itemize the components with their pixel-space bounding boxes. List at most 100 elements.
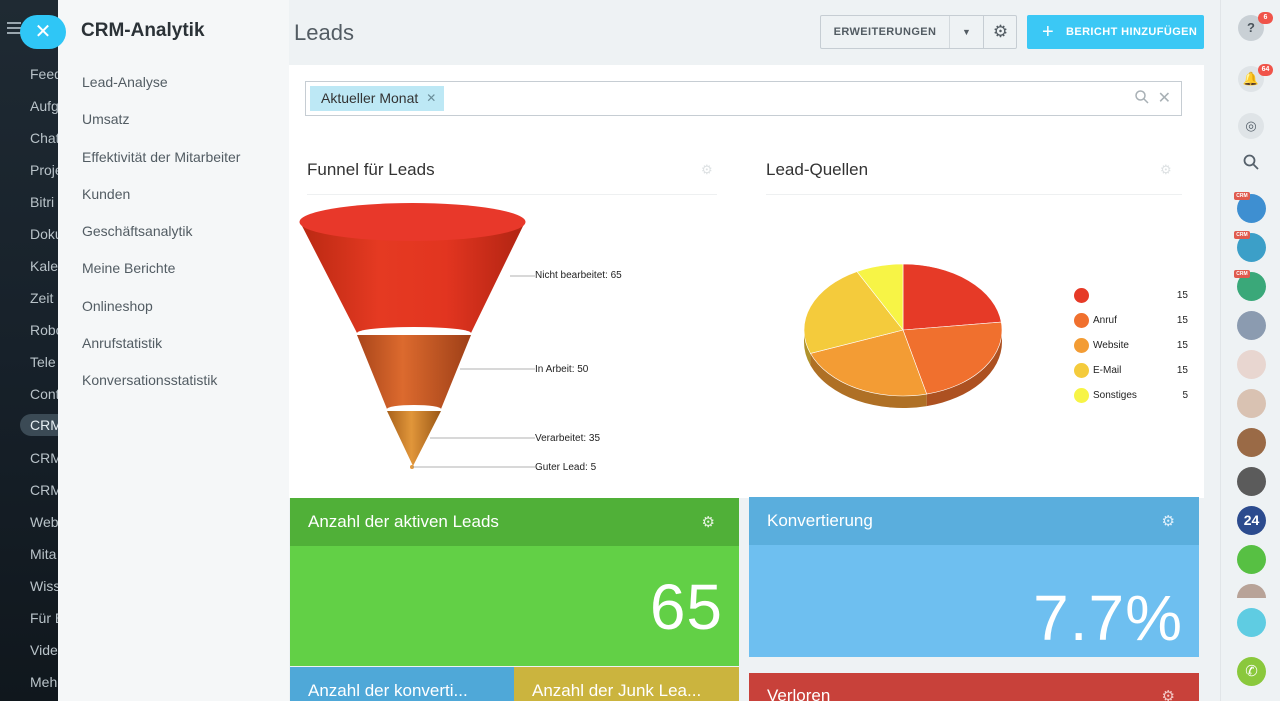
gear-icon[interactable]: ⚙ (1160, 162, 1172, 177)
tile-header (290, 498, 739, 546)
active-leads-tile[interactable]: Anzahl der aktiven Leads ⚙ 65 (290, 498, 739, 666)
funnel-segment-not-processed (300, 222, 525, 333)
nav-item-robots[interactable]: Robo (30, 322, 58, 338)
funnel-top (299, 203, 526, 241)
conversion-tile[interactable]: Konvertierung ⚙ 7.7% (749, 497, 1199, 657)
sidebar-item-employee-effectiveness[interactable]: Effektivität der Mitarbeiter (82, 148, 241, 165)
tile-title: Anzahl der konverti... (308, 681, 468, 700)
avatar[interactable] (1237, 389, 1266, 418)
telephony-icon[interactable] (1237, 608, 1266, 637)
legend-value: 15 (1176, 315, 1188, 326)
sidebar-item-business-analytics[interactable]: Geschäftsanalytik (82, 223, 193, 240)
add-report-label: BERICHT HINZUFÜGEN (1066, 26, 1198, 38)
crm-tag: CRM (1234, 231, 1250, 239)
crm-tag: CRM (1234, 270, 1250, 278)
sidebar-item-call-statistics[interactable]: Anrufstatistik (82, 335, 163, 352)
avatar[interactable] (1237, 545, 1266, 574)
nav-item-for[interactable]: Für E (30, 610, 58, 626)
gear-icon[interactable]: ⚙ (701, 514, 715, 531)
nav-item-more[interactable]: Meh (30, 674, 58, 690)
lost-tile[interactable]: Verloren ⚙ (749, 673, 1199, 701)
settings-button[interactable]: ⚙ (983, 16, 1017, 48)
converted-leads-tile[interactable]: Anzahl der konverti... (290, 667, 514, 701)
chat-icon[interactable]: ◎ (1238, 113, 1264, 139)
nav-item-websites[interactable]: Web (30, 514, 58, 530)
sidebar-item-my-reports[interactable]: Meine Berichte (82, 260, 176, 277)
sidebar-item-conversation-statistics[interactable]: Konversationsstatistik (82, 372, 218, 389)
nav-item-crm-active[interactable]: CRM (20, 414, 58, 436)
search-icon[interactable] (1238, 153, 1264, 179)
nav-item-telephony[interactable]: Tele (30, 354, 56, 370)
nav-item-documents[interactable]: Doku (30, 226, 58, 242)
gear-icon[interactable]: ⚙ (701, 162, 713, 177)
funnel-label: In Arbeit: 50 (535, 364, 589, 375)
avatar[interactable] (1237, 584, 1266, 598)
filter-chip[interactable]: Aktueller Monat ✕ (310, 86, 445, 111)
divider (307, 194, 717, 195)
legend-item: Website 15 (1074, 338, 1194, 354)
avatar-24[interactable]: 24 (1237, 506, 1266, 535)
legend-item: Anruf 15 (1074, 313, 1194, 329)
nav-item-crm[interactable]: CRM (30, 450, 58, 466)
clear-filter-icon[interactable]: ✕ (1157, 90, 1171, 107)
add-report-button[interactable]: + BERICHT HINZUFÜGEN (1027, 15, 1204, 49)
nav-item-projects[interactable]: Proje (30, 162, 58, 178)
legend-dot (1074, 388, 1089, 403)
funnel-widget-title: Funnel für Leads (307, 160, 435, 179)
tile-value: 7.7% (1033, 582, 1183, 654)
tile-header (749, 497, 1199, 545)
right-toolbar: ? 6 🔔 64 ◎ CRM CRM CRM 24 ✆ (1220, 0, 1280, 701)
tile-title: Konvertierung (767, 511, 873, 530)
pie-slice (809, 329, 928, 397)
pie-slice (803, 271, 904, 354)
main-navigation: Feed Aufg Chat Proje Bitri Doku Kale Zei… (0, 0, 58, 701)
sidebar-item-customers[interactable]: Kunden (82, 185, 131, 202)
nav-item-knowledge[interactable]: Wiss (30, 578, 58, 594)
avatar[interactable] (1237, 311, 1266, 340)
nav-item-time[interactable]: Zeit (30, 290, 54, 306)
sidebar-item-online-shop[interactable]: Onlineshop (82, 297, 153, 314)
gear-icon[interactable]: ⚙ (1161, 688, 1175, 701)
nav-item-chat[interactable]: Chat (30, 130, 58, 146)
nav-item-bitrix[interactable]: Bitri (30, 194, 55, 210)
legend-item: E-Mail 15 (1074, 363, 1194, 379)
funnel-chart (299, 203, 535, 469)
tile-title: Anzahl der aktiven Leads (308, 512, 499, 531)
chevron-down-icon: ▼ (962, 27, 971, 37)
filter-chip-label: Aktueller Monat (321, 90, 419, 106)
pie-slice (902, 263, 1002, 331)
sidebar-item-lead-analysis[interactable]: Lead-Analyse (82, 74, 168, 90)
nav-item-feed[interactable]: Feed (30, 66, 58, 82)
junk-leads-tile[interactable]: Anzahl der Junk Lea... (514, 667, 739, 701)
chip-remove-icon[interactable]: ✕ (426, 91, 437, 105)
notifications-badge: 64 (1258, 64, 1273, 76)
nav-item-calendar[interactable]: Kale (30, 258, 58, 274)
legend-dot (1074, 288, 1089, 303)
sidebar-item-revenue[interactable]: Umsatz (82, 111, 130, 128)
legend-name: Website (1093, 340, 1129, 351)
close-slider-button[interactable]: ✕ (20, 15, 66, 49)
funnel-label: Nicht bearbeitet: 65 (535, 270, 622, 281)
legend-dot (1074, 313, 1089, 328)
extensions-button[interactable]: ERWEITERUNGEN (833, 26, 937, 38)
extensions-dropdown-button[interactable]: ▼ (949, 16, 983, 48)
nav-item-video[interactable]: Vide (30, 642, 58, 658)
menu-icon[interactable] (7, 22, 21, 34)
legend-name: Anruf (1093, 315, 1117, 326)
avatar[interactable] (1237, 350, 1266, 379)
pie-slice (902, 321, 1003, 395)
search-icon[interactable] (1135, 90, 1149, 107)
filter-bar[interactable]: Aktueller Monat ✕ ✕ (305, 81, 1182, 116)
nav-item-contact-center[interactable]: Cont (30, 386, 58, 402)
avatar[interactable] (1237, 467, 1266, 496)
extensions-button-group: ERWEITERUNGEN ▼ ⚙ (820, 15, 1017, 49)
nav-item-crm[interactable]: CRM (30, 482, 58, 498)
nav-item-tasks[interactable]: Aufg (30, 98, 58, 114)
funnel-label: Verarbeitet: 35 (535, 433, 601, 444)
gear-icon[interactable]: ⚙ (1161, 513, 1175, 530)
phone-icon[interactable]: ✆ (1237, 657, 1266, 686)
nav-item-employees[interactable]: Mita (30, 546, 57, 562)
legend-value: 15 (1176, 365, 1188, 376)
legend-dot (1074, 363, 1089, 378)
avatar[interactable] (1237, 428, 1266, 457)
